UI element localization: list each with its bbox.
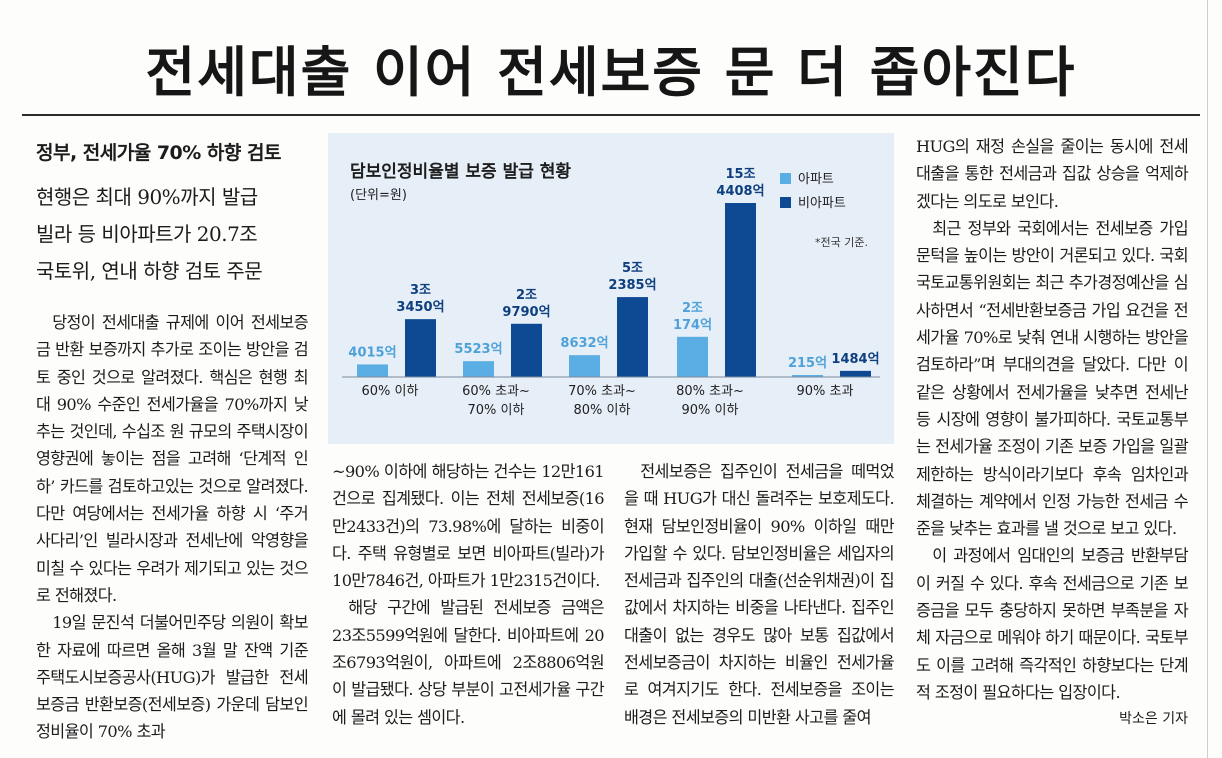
bar-label-1-3-0: 15조 (725, 167, 755, 182)
bar-label-1-0-1: 3450억 (396, 300, 444, 315)
bar-label-1-2-1: 2385억 (608, 278, 656, 293)
bar-nonapt-0 (405, 319, 436, 377)
byline: 박소은 기자 (1119, 711, 1188, 728)
x-label-0-0: 60% 이하 (362, 384, 419, 399)
bar-apt-2 (569, 355, 600, 377)
bar-label-0-2-0: 8632억 (560, 336, 608, 351)
bar-nonapt-1 (511, 323, 542, 377)
legend-label-1: 비아파트 (798, 196, 846, 211)
bar-label-1-1-1: 9790억 (502, 305, 550, 320)
bar-label-0-0-0: 4015억 (348, 345, 396, 360)
article-column-4: HUG의 재정 손실을 줄이는 동시에 전세대출을 통한 전세금과 집값 상승을… (916, 133, 1189, 734)
bar-apt-1 (463, 361, 494, 377)
x-label-1-0: 60% 초과~ (462, 384, 530, 399)
article-column-1: 당정이 전세대출 규제에 이어 전세보증금 반환 보증까지 추가로 조이는 방안… (36, 309, 309, 746)
paragraph: 전세보증은 집주인이 전세금을 떼먹었을 때 HUG가 대신 돌려주는 보호제도… (624, 462, 895, 727)
bar-label-0-1-0: 5523억 (454, 342, 502, 357)
bar-nonapt-3 (725, 203, 756, 377)
x-label-2-1: 80% 이하 (574, 403, 631, 418)
page-edge (1207, 0, 1208, 758)
bar-nonapt-2 (617, 297, 648, 377)
bar-label-1-1-0: 2조 (516, 288, 537, 303)
bar-label-1-3-1: 4408억 (716, 184, 764, 199)
subhead-3: 빌라 등 비아파트가 20.7조 (36, 222, 258, 246)
x-label-1-1: 70% 이하 (468, 403, 525, 418)
paragraph: HUG의 재정 손실을 줄이는 동시에 전세대출을 통한 전세금과 집값 상승을… (916, 137, 1189, 211)
bar-apt-0 (357, 364, 388, 377)
bar-label-1-2-0: 5조 (622, 261, 643, 276)
bar-apt-3 (677, 336, 708, 377)
article-column-2: ~90% 이하에 해당하는 건수는 12만161건으로 집계됐다. 이는 전체 … (332, 458, 605, 731)
subhead-4: 국토위, 연내 하향 검토 주문 (36, 259, 263, 283)
x-label-4-0: 90% 초과 (797, 384, 854, 399)
legend-swatch-1 (780, 197, 791, 208)
bar-label-0-3-0: 2조 (682, 301, 703, 316)
subhead-1: 정부, 전세가율 70% 하향 검토 (36, 142, 281, 164)
bar-label-0-3-1: 174억 (673, 318, 712, 333)
paragraph: 당정이 전세대출 규제에 이어 전세보증금 반환 보증까지 추가로 조이는 방안… (36, 313, 309, 605)
paragraph: ~90% 이하에 해당하는 건수는 12만161건으로 집계됐다. 이는 전체 … (332, 462, 605, 591)
bar-apt-4 (792, 375, 823, 377)
legend-swatch-0 (780, 173, 791, 184)
paragraph: 이 과정에서 임대인의 보증금 반환부담이 커질 수 있다. 후속 전세금으로 … (916, 542, 1189, 727)
x-label-3-1: 90% 이하 (682, 403, 739, 418)
paragraph: 해당 구간에 발급된 전세보증 금액은 23조5599억원에 달한다. 비아파트… (332, 598, 605, 727)
bar-label-1-4-0: 1484억 (831, 352, 879, 367)
bar-label-0-4-0: 215억 (788, 356, 827, 371)
chart-title: 담보인정비율별 보증 발급 현황 (350, 162, 571, 182)
chart-unit: (단위=원) (350, 188, 407, 203)
paragraph: 최근 정부와 국회에서는 전세보증 가입 문턱을 높이는 방안이 거론되고 있다… (916, 218, 1189, 539)
bar-nonapt-4 (840, 370, 871, 377)
article-column-3: 전세보증은 집주인이 전세금을 떼먹었을 때 HUG가 대신 돌려주는 보호제도… (624, 458, 895, 731)
bar-label-1-0-0: 3조 (410, 283, 431, 298)
subheads: 정부, 전세가율 70% 하향 검토 현행은 최대 90%까지 발급 빌라 등 … (36, 138, 316, 290)
chart-note: *전국 기준. (815, 236, 868, 249)
headline: 전세대출 이어 전세보증 문 더 좁아진다 (145, 41, 1077, 104)
subhead-2: 현행은 최대 90%까지 발급 (36, 185, 258, 209)
x-label-2-0: 70% 초과~ (568, 384, 636, 399)
x-label-3-0: 80% 초과~ (676, 384, 744, 399)
legend-label-0: 아파트 (798, 172, 834, 187)
paragraph: 19일 문진석 더불어민주당 의원이 확보한 자료에 따르면 올해 3월 말 잔… (36, 613, 309, 742)
headline-divider (22, 114, 1200, 116)
paragraph-text: 이 과정에서 임대인의 보증금 반환부담이 커질 수 있다. 후속 전세금으로 … (916, 546, 1189, 702)
